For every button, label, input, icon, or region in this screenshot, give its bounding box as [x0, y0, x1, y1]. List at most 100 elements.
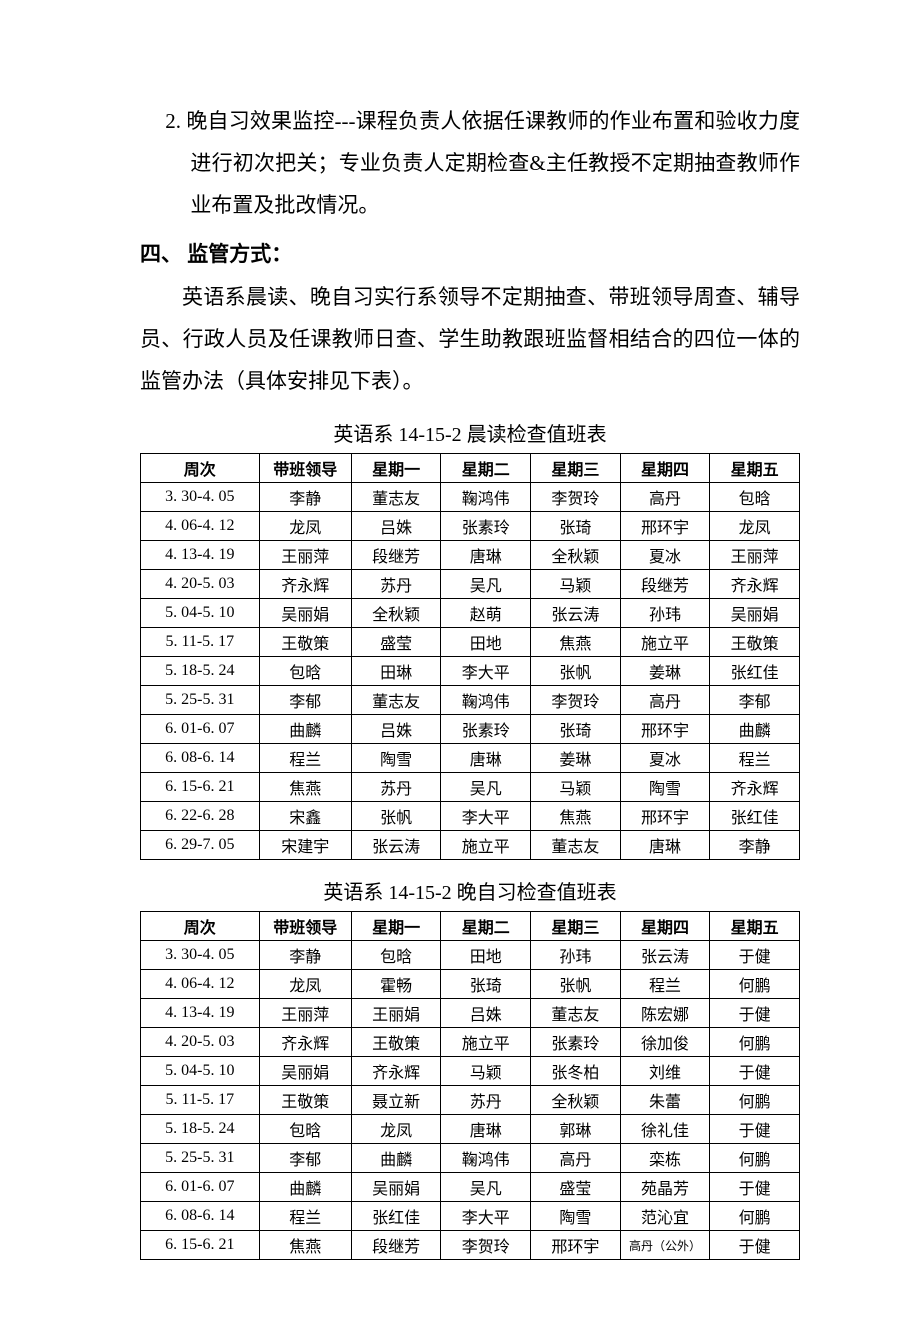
table2-header-row: 周次带班领导星期一星期二星期三星期四星期五 [141, 912, 800, 941]
table-cell: 6. 29-7. 05 [141, 831, 260, 860]
table-cell: 张素玲 [441, 715, 531, 744]
table-cell: 何鹏 [710, 1144, 800, 1173]
table-cell: 张琦 [441, 970, 531, 999]
table-header-cell: 星期五 [710, 454, 800, 483]
table-cell: 唐琳 [441, 541, 531, 570]
table-cell: 5. 18-5. 24 [141, 657, 260, 686]
table-cell: 程兰 [259, 1202, 351, 1231]
table-row: 4. 06-4. 12龙凤吕姝张素玲张琦邢环宇龙凤 [141, 512, 800, 541]
table-cell: 李静 [259, 941, 351, 970]
table-row: 3. 30-4. 05李静包晗田地孙玮张云涛于健 [141, 941, 800, 970]
table-row: 4. 06-4. 12龙凤霍畅张琦张帆程兰何鹏 [141, 970, 800, 999]
table-cell: 吕姝 [351, 512, 441, 541]
table-cell: 苏丹 [351, 570, 441, 599]
table-header-cell: 周次 [141, 912, 260, 941]
table-cell: 朱蕾 [620, 1086, 710, 1115]
table-cell: 张素玲 [441, 512, 531, 541]
table-cell: 苏丹 [441, 1086, 531, 1115]
table-cell: 邢环宇 [620, 802, 710, 831]
table-cell: 6. 08-6. 14 [141, 1202, 260, 1231]
table-cell: 陈宏娜 [620, 999, 710, 1028]
table-cell: 6. 15-6. 21 [141, 1231, 260, 1260]
table-row: 5. 11-5. 17王敬策聂立新苏丹全秋颖朱蕾何鹏 [141, 1086, 800, 1115]
table-cell: 何鹏 [710, 1028, 800, 1057]
table2-title: 英语系 14-15-2 晚自习检查值班表 [140, 876, 800, 905]
table-row: 3. 30-4. 05李静董志友鞠鸿伟李贺玲高丹包晗 [141, 483, 800, 512]
paragraph-item-2: 2. 晚自习效果监控---课程负责人依据任课教师的作业布置和验收力度进行初次把关… [140, 100, 800, 226]
table-cell: 吴凡 [441, 570, 531, 599]
table-cell: 何鹏 [710, 1086, 800, 1115]
table-cell: 5. 25-5. 31 [141, 1144, 260, 1173]
table1-head: 周次带班领导星期一星期二星期三星期四星期五 [141, 454, 800, 483]
table-cell: 聂立新 [351, 1086, 441, 1115]
table-cell: 段继芳 [620, 570, 710, 599]
table-cell: 龙凤 [259, 970, 351, 999]
table-cell: 唐琳 [620, 831, 710, 860]
table-cell: 李大平 [441, 802, 531, 831]
table-cell: 6. 01-6. 07 [141, 715, 260, 744]
table-cell: 张红佳 [710, 657, 800, 686]
table-cell: 于健 [710, 1115, 800, 1144]
table-cell: 于健 [710, 941, 800, 970]
table-cell: 李静 [710, 831, 800, 860]
table-cell: 吴凡 [441, 1173, 531, 1202]
table-cell: 盛莹 [531, 1173, 621, 1202]
table-cell: 焦燕 [259, 1231, 351, 1260]
table-cell: 张红佳 [351, 1202, 441, 1231]
table-cell: 高丹 [620, 483, 710, 512]
table-cell: 张琦 [531, 512, 621, 541]
table-row: 5. 18-5. 24包晗龙凤唐琳郭琳徐礼佳于健 [141, 1115, 800, 1144]
table-cell: 马颖 [441, 1057, 531, 1086]
table-cell: 邢环宇 [531, 1231, 621, 1260]
table-cell: 田琳 [351, 657, 441, 686]
table-cell: 刘维 [620, 1057, 710, 1086]
table-cell: 于健 [710, 1231, 800, 1260]
table-cell: 段继芳 [351, 1231, 441, 1260]
table-cell: 龙凤 [710, 512, 800, 541]
table-cell: 范沁宜 [620, 1202, 710, 1231]
table-row: 6. 01-6. 07曲麟吴丽娟吴凡盛莹苑晶芳于健 [141, 1173, 800, 1202]
table-cell: 吕姝 [351, 715, 441, 744]
table-cell: 何鹏 [710, 970, 800, 999]
table-cell: 张帆 [531, 970, 621, 999]
table-row: 4. 13-4. 19王丽萍王丽娟吕姝董志友陈宏娜于健 [141, 999, 800, 1028]
table-cell: 邢环宇 [620, 715, 710, 744]
table-cell: 李郁 [710, 686, 800, 715]
table-cell: 5. 25-5. 31 [141, 686, 260, 715]
table-cell: 全秋颖 [531, 1086, 621, 1115]
table-cell: 田地 [441, 628, 531, 657]
table-cell: 王丽娟 [351, 999, 441, 1028]
table-cell: 4. 13-4. 19 [141, 541, 260, 570]
table1-title: 英语系 14-15-2 晨读检查值班表 [140, 418, 800, 447]
table-row: 6. 01-6. 07曲麟吕姝张素玲张琦邢环宇曲麟 [141, 715, 800, 744]
table-cell: 王丽萍 [259, 999, 351, 1028]
table-cell: 张云涛 [620, 941, 710, 970]
table-cell: 4. 13-4. 19 [141, 999, 260, 1028]
table-cell: 李大平 [441, 657, 531, 686]
table-row: 4. 20-5. 03齐永辉苏丹吴凡马颖段继芳齐永辉 [141, 570, 800, 599]
table-cell: 焦燕 [531, 802, 621, 831]
table-cell: 高丹 [531, 1144, 621, 1173]
table-cell: 苏丹 [351, 773, 441, 802]
table-cell: 全秋颖 [351, 599, 441, 628]
table-cell: 王敬策 [710, 628, 800, 657]
table-cell: 5. 04-5. 10 [141, 599, 260, 628]
table-cell: 徐加俊 [620, 1028, 710, 1057]
table-cell: 何鹏 [710, 1202, 800, 1231]
table-cell: 4. 06-4. 12 [141, 512, 260, 541]
table-row: 6. 08-6. 14程兰张红佳李大平陶雪范沁宜何鹏 [141, 1202, 800, 1231]
table2-head: 周次带班领导星期一星期二星期三星期四星期五 [141, 912, 800, 941]
table-cell: 姜琳 [620, 657, 710, 686]
table-cell: 吴丽娟 [351, 1173, 441, 1202]
table-header-cell: 星期四 [620, 454, 710, 483]
table-cell: 赵萌 [441, 599, 531, 628]
table-cell: 6. 01-6. 07 [141, 1173, 260, 1202]
table-row: 4. 20-5. 03齐永辉王敬策施立平张素玲徐加俊何鹏 [141, 1028, 800, 1057]
table-cell: 于健 [710, 1057, 800, 1086]
table2-body: 3. 30-4. 05李静包晗田地孙玮张云涛于健4. 06-4. 12龙凤霍畅张… [141, 941, 800, 1260]
table-cell: 3. 30-4. 05 [141, 941, 260, 970]
table-header-cell: 星期五 [710, 912, 800, 941]
table-header-cell: 星期二 [441, 454, 531, 483]
table-cell: 5. 04-5. 10 [141, 1057, 260, 1086]
table-cell: 李静 [259, 483, 351, 512]
